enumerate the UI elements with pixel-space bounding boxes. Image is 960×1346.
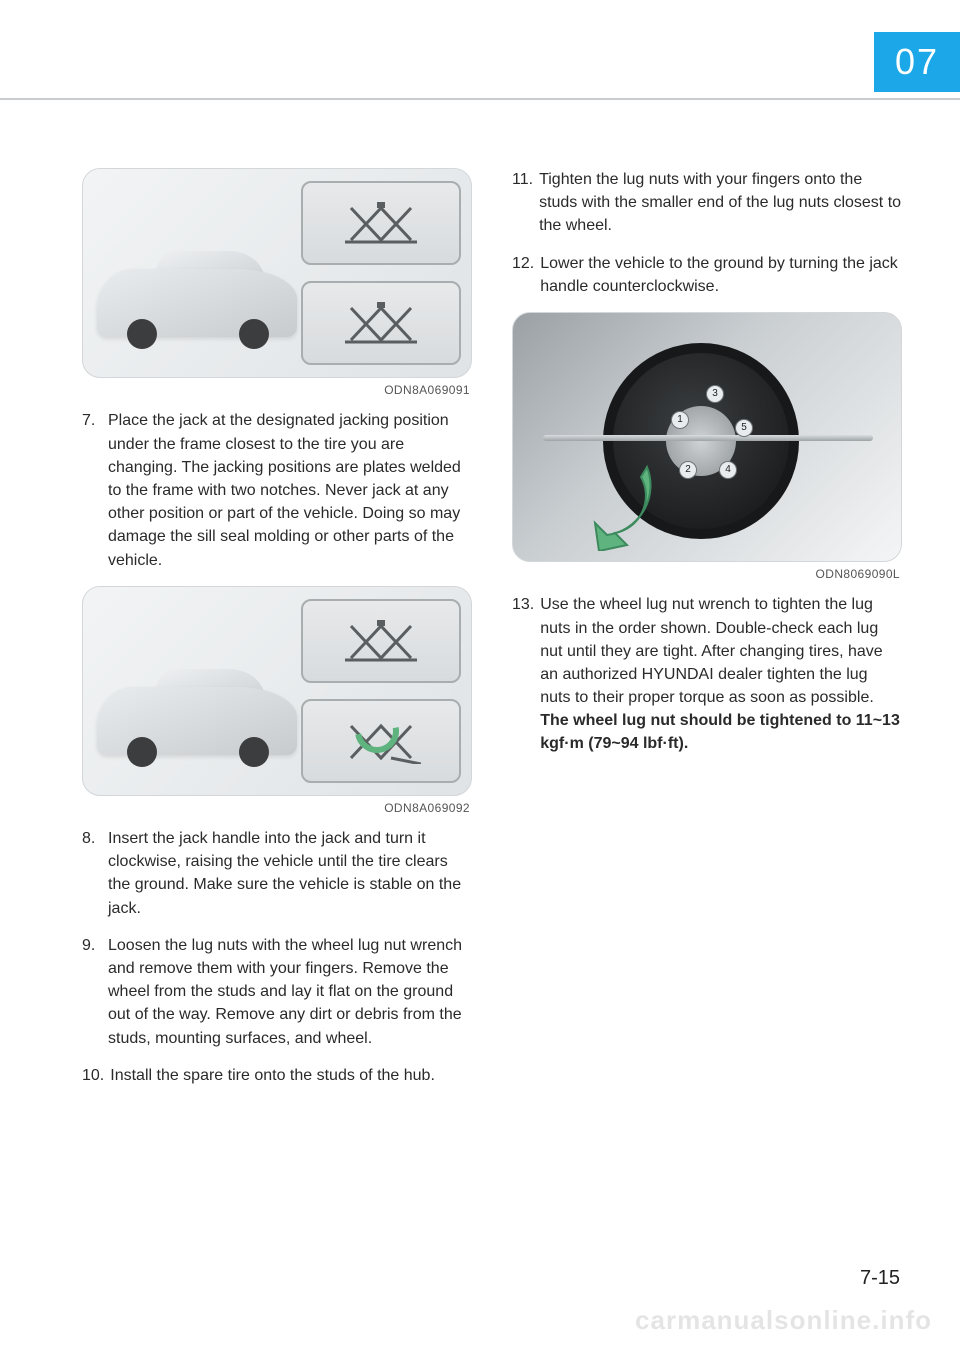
car-wheel-shape bbox=[239, 737, 269, 767]
step-number: 8. bbox=[82, 827, 108, 920]
step-number: 12. bbox=[512, 252, 540, 298]
step-text: Lower the vehicle to the ground by turni… bbox=[540, 252, 902, 298]
left-column: ODN8A069091 7. Place the jack at the des… bbox=[82, 168, 472, 1101]
figure-frame bbox=[82, 586, 472, 796]
figure-frame: 3 1 5 2 4 bbox=[512, 312, 902, 562]
figure-caption: ODN8069090L bbox=[512, 566, 900, 583]
watermark-text: carmanualsonline.info bbox=[635, 1305, 932, 1336]
steps-list: 7. Place the jack at the designated jack… bbox=[82, 409, 472, 571]
step-number: 11. bbox=[512, 168, 539, 238]
step-item: 9. Loosen the lug nuts with the wheel lu… bbox=[82, 934, 472, 1050]
figure-caption: ODN8A069092 bbox=[82, 800, 470, 817]
step-text: Install the spare tire onto the studs of… bbox=[110, 1064, 472, 1087]
step-text: Use the wheel lug nut wrench to tighten … bbox=[540, 593, 902, 755]
inset-jack-detail bbox=[301, 699, 461, 783]
step-text: Loosen the lug nuts with the wheel lug n… bbox=[108, 934, 472, 1050]
inset-jack-detail bbox=[301, 599, 461, 683]
manual-page: 07 bbox=[0, 0, 960, 1346]
figure-jack-position: ODN8A069091 bbox=[82, 168, 472, 399]
header-divider bbox=[0, 98, 960, 100]
step-item: 7. Place the jack at the designated jack… bbox=[82, 409, 472, 571]
step-number: 7. bbox=[82, 409, 108, 571]
step-text: Insert the jack handle into the jack and… bbox=[108, 827, 472, 920]
tighten-arrow-icon bbox=[589, 461, 659, 551]
car-wheel-shape bbox=[127, 319, 157, 349]
content-columns: ODN8A069091 7. Place the jack at the des… bbox=[82, 168, 902, 1101]
right-column: 11. Tighten the lug nuts with your finge… bbox=[512, 168, 902, 1101]
lug-label: 3 bbox=[706, 385, 724, 403]
step-item: 12. Lower the vehicle to the ground by t… bbox=[512, 252, 902, 298]
figure-caption: ODN8A069091 bbox=[82, 382, 470, 399]
step-text: Place the jack at the designated jacking… bbox=[108, 409, 472, 571]
jack-icon bbox=[341, 300, 421, 346]
step-number: 10. bbox=[82, 1064, 110, 1087]
steps-list: 8. Insert the jack handle into the jack … bbox=[82, 827, 472, 1087]
steps-list: 13. Use the wheel lug nut wrench to tigh… bbox=[512, 593, 902, 755]
step-item: 10. Install the spare tire onto the stud… bbox=[82, 1064, 472, 1087]
lug-label: 2 bbox=[679, 461, 697, 479]
jack-icon bbox=[341, 618, 421, 664]
step-text: Tighten the lug nuts with your fingers o… bbox=[539, 168, 902, 238]
step-number: 13. bbox=[512, 593, 540, 755]
figure-lug-sequence: 3 1 5 2 4 ODN8069090L bbox=[512, 312, 902, 583]
figure-jack-handle: ODN8A069092 bbox=[82, 586, 472, 817]
step-text-normal: Use the wheel lug nut wrench to tighten … bbox=[540, 596, 882, 706]
step-number: 9. bbox=[82, 934, 108, 1050]
step-text-bold: The wheel lug nut should be tightened to… bbox=[540, 712, 900, 752]
figure-frame bbox=[82, 168, 472, 378]
page-number: 7-15 bbox=[860, 1267, 900, 1290]
lug-label: 1 bbox=[671, 411, 689, 429]
car-wheel-shape bbox=[239, 319, 269, 349]
chapter-number: 07 bbox=[895, 41, 939, 83]
inset-jack-detail bbox=[301, 181, 461, 265]
lug-label: 4 bbox=[719, 461, 737, 479]
lug-label: 5 bbox=[735, 419, 753, 437]
inset-jack-detail bbox=[301, 281, 461, 365]
step-item: 8. Insert the jack handle into the jack … bbox=[82, 827, 472, 920]
car-wheel-shape bbox=[127, 737, 157, 767]
chapter-badge: 07 bbox=[874, 32, 960, 92]
steps-list: 11. Tighten the lug nuts with your finge… bbox=[512, 168, 902, 298]
step-item: 13. Use the wheel lug nut wrench to tigh… bbox=[512, 593, 902, 755]
step-item: 11. Tighten the lug nuts with your finge… bbox=[512, 168, 902, 238]
lug-wrench-shape bbox=[543, 435, 873, 441]
jack-icon bbox=[341, 200, 421, 246]
